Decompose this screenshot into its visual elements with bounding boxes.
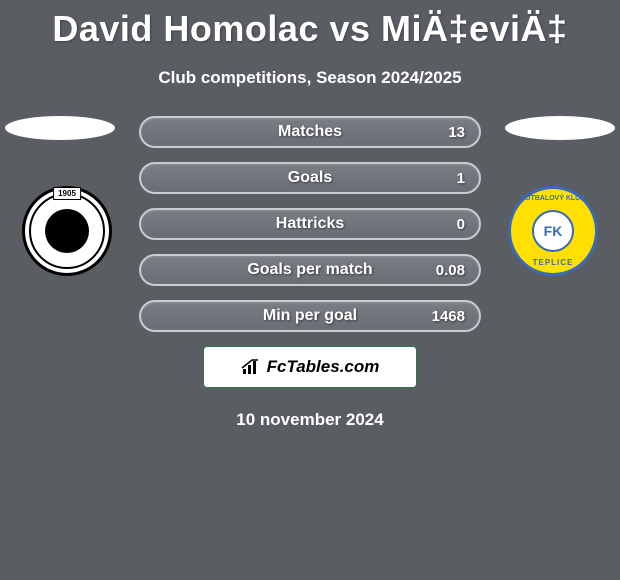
bar-chart-icon [241,358,263,376]
club-badge-right: FOTBALOVÝ KLUB FK TEPLICE [508,186,598,276]
stat-label: Goals per match [247,261,372,279]
page-subtitle: Club competitions, Season 2024/2025 [0,68,620,88]
stat-row-matches: Matches 13 [139,116,481,148]
stat-label: Goals [288,169,332,187]
stat-row-goals-per-match: Goals per match 0.08 [139,254,481,286]
stat-value: 0.08 [436,262,465,279]
stat-label: Min per goal [263,307,357,325]
badge-right-top-text: FOTBALOVÝ KLUB [521,195,586,202]
stat-value: 1 [457,170,465,187]
stats-list: Matches 13 Goals 1 Hattricks 0 Goals per… [139,116,481,332]
stat-label: Hattricks [276,215,344,233]
badge-right-initials: FK [532,210,574,252]
stat-value: 13 [448,124,465,141]
comparison-area: 1905 FOTBALOVÝ KLUB FK TEPLICE Matches 1… [0,116,620,430]
stat-value: 1468 [432,308,465,325]
stat-row-min-per-goal: Min per goal 1468 [139,300,481,332]
stat-row-hattricks: Hattricks 0 [139,208,481,240]
badge-left-ring: 1905 [29,193,105,269]
page-title: David Homolac vs MiÄ‡eviÄ‡ [0,0,620,50]
stat-row-goals: Goals 1 [139,162,481,194]
player-left-photo-placeholder [5,116,115,140]
badge-right-bottom-text: TEPLICE [533,258,574,267]
site-badge[interactable]: FcTables.com [203,346,417,388]
site-badge-label: FcTables.com [267,357,380,377]
stat-label: Matches [278,123,342,141]
club-badge-left: 1905 [22,186,112,276]
badge-left-year: 1905 [53,187,81,200]
badge-left-ball-icon [45,209,89,253]
player-right-photo-placeholder [505,116,615,140]
stat-value: 0 [457,216,465,233]
date-text: 10 november 2024 [0,410,620,430]
